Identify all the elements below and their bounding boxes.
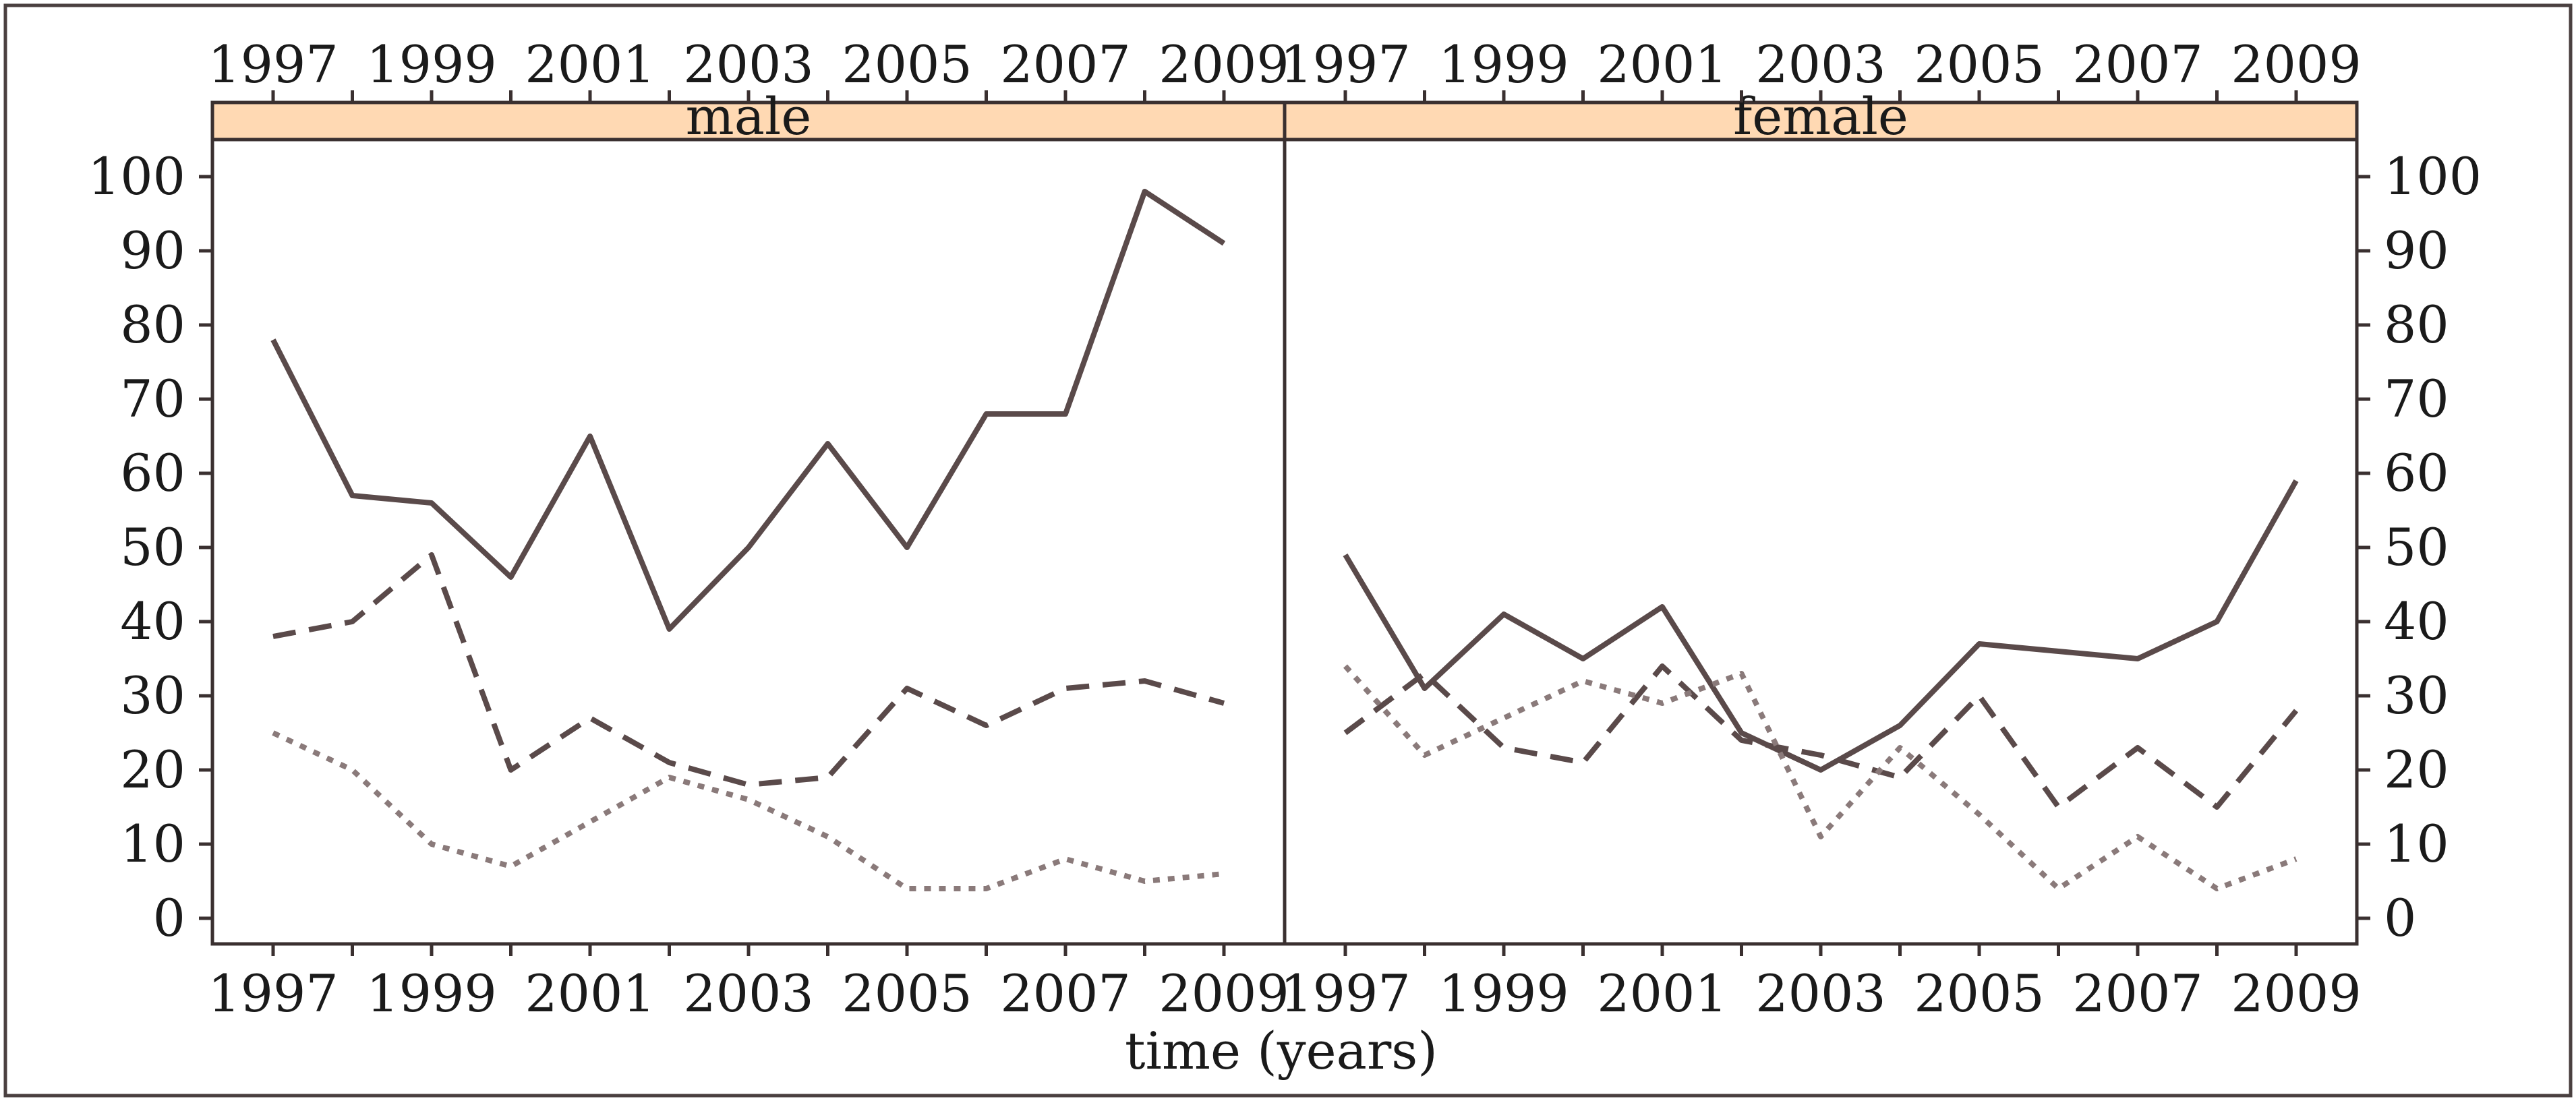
x-tick-label-top: 2003 [1755, 34, 1885, 94]
panel-frame [1283, 138, 2359, 946]
panel-male: male199719971999199920012001200320032005… [88, 34, 1289, 1023]
series-dashed-female [1343, 663, 2299, 810]
x-tick-label-top: 2005 [842, 34, 972, 94]
x-tick-label: 1997 [1280, 963, 1410, 1023]
y-tick-label: 0 [2384, 888, 2416, 948]
y-tick-label: 40 [120, 591, 185, 651]
y-tick-label: 70 [2384, 369, 2449, 429]
panels: male199719971999199920012001200320032005… [88, 34, 2482, 1023]
x-tick-label: 2009 [1159, 963, 1289, 1023]
panel-frame [210, 138, 1287, 946]
x-tick-label-top: 1999 [366, 34, 496, 94]
series-solid-male [270, 189, 1226, 632]
x-tick-label-top: 2005 [1914, 34, 2044, 94]
y-tick-label: 90 [120, 220, 185, 280]
y-tick-label: 80 [2384, 295, 2449, 355]
y-tick-label: 0 [153, 888, 185, 948]
y-tick-label: 10 [120, 814, 185, 874]
x-tick-label-top: 2003 [683, 34, 813, 94]
x-tick-label-top: 2001 [525, 34, 655, 94]
series-dashed-male [272, 552, 1225, 787]
x-tick-label: 2001 [525, 963, 655, 1023]
x-tick-label-top: 2007 [1000, 34, 1130, 94]
y-tick-label: 30 [120, 665, 185, 725]
y-tick-label: 20 [120, 740, 185, 800]
x-tick-label: 1999 [1438, 963, 1569, 1023]
x-tick-label: 1999 [366, 963, 496, 1023]
x-tick-label: 2007 [2072, 963, 2202, 1023]
series-dotted-male [272, 730, 1225, 891]
series-dotted-female [1343, 664, 2297, 891]
y-tick-label: 80 [120, 295, 185, 355]
panel-female: female1997199719991999200120012003200320… [1280, 34, 2482, 1023]
y-tick-label: 50 [2384, 517, 2449, 577]
y-tick-label: 60 [120, 443, 185, 503]
y-tick-label: 40 [2384, 591, 2449, 651]
x-tick-label-top: 2009 [2231, 34, 2361, 94]
x-tick-label: 1997 [208, 963, 338, 1023]
y-tick-label: 60 [2384, 443, 2449, 503]
y-tick-label: 50 [120, 517, 185, 577]
x-axis-label: time (years) [1125, 1021, 1438, 1081]
x-tick-label-top: 2007 [2072, 34, 2202, 94]
x-tick-label: 2005 [1914, 963, 2044, 1023]
outer-frame [3, 3, 2573, 1098]
y-tick-label: 100 [88, 146, 185, 206]
x-tick-label-top: 2009 [1159, 34, 1289, 94]
x-tick-label: 2003 [1755, 963, 1885, 1023]
y-tick-label: 70 [120, 369, 185, 429]
x-tick-label-top: 1997 [208, 34, 338, 94]
x-tick-label-top: 1997 [1280, 34, 1410, 94]
x-tick-label: 2005 [842, 963, 972, 1023]
series-solid-female [1343, 479, 2299, 773]
x-tick-label-top: 1999 [1438, 34, 1569, 94]
x-tick-label: 2001 [1597, 963, 1727, 1023]
x-tick-label: 2007 [1000, 963, 1130, 1023]
y-tick-label: 10 [2384, 814, 2449, 874]
x-tick-label: 2009 [2231, 963, 2361, 1023]
y-tick-label: 30 [2384, 665, 2449, 725]
y-tick-label: 20 [2384, 740, 2449, 800]
strip-female [1283, 100, 2359, 142]
x-tick-label-top: 2001 [1597, 34, 1727, 94]
x-tick-label: 2003 [683, 963, 813, 1023]
y-tick-label: 90 [2384, 220, 2449, 280]
y-tick-label: 100 [2384, 146, 2482, 206]
